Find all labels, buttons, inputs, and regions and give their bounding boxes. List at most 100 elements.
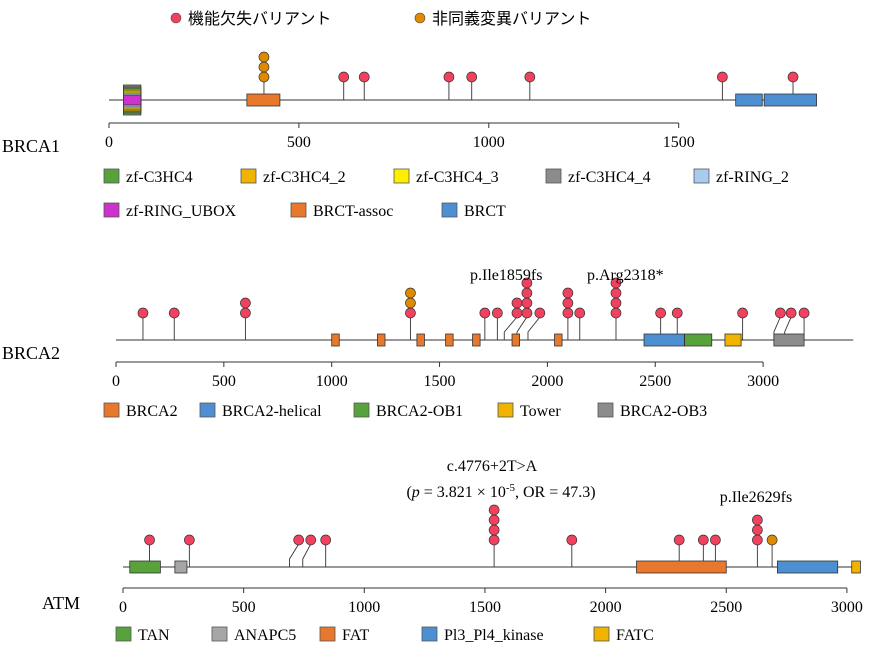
variant-head	[305, 534, 317, 546]
missense-legend-label: 非同義変異バリアント	[432, 9, 591, 28]
gene-name-atm: ATM	[42, 593, 80, 613]
domain-tower	[724, 333, 742, 347]
variant-head	[492, 307, 503, 319]
domain-brca2	[331, 333, 340, 347]
variant-head	[737, 307, 748, 319]
domain-brct-assoc	[246, 93, 281, 107]
legend-swatch	[545, 168, 562, 184]
variant-head	[488, 524, 500, 536]
legend-swatch	[103, 202, 120, 218]
legend-swatch	[115, 626, 132, 642]
axis-brca1: 0 500 1000 1500	[105, 122, 695, 151]
legend-label: zf-RING_UBOX	[126, 203, 237, 220]
axis-tick-label: 3000	[747, 373, 779, 390]
legend-swatch	[497, 402, 514, 418]
domain-brca2-ob3	[773, 333, 805, 347]
legend-swatch	[393, 168, 410, 184]
axis-tick-label: 1000	[473, 134, 505, 151]
legend-label: BRCA2-OB3	[620, 403, 707, 420]
variant-head	[610, 307, 622, 319]
axis-tick-label: 1000	[348, 599, 380, 616]
axis-tick-label: 2500	[710, 599, 742, 616]
domain-pi3_pi4_kinase	[777, 560, 839, 574]
variant-head	[673, 534, 685, 546]
annotation-label: p.Arg2318*	[587, 267, 664, 284]
legend-swatch	[353, 402, 370, 418]
variant-head	[240, 307, 251, 319]
legend-label: TAN	[138, 627, 170, 644]
axis-tick-label: 500	[232, 599, 256, 616]
gene-atm: ATM 0 500 1000 1500 2000 2500 3000 TAN ANAPC5 FAT P…	[42, 458, 863, 644]
variant-head	[610, 287, 622, 299]
domain-fatc	[851, 560, 861, 574]
variant-head	[338, 71, 350, 83]
variant-head	[405, 287, 416, 299]
variant-head	[405, 297, 416, 309]
legend-label: Pl3_Pl4_kinase	[444, 627, 544, 644]
variant-head	[534, 307, 546, 319]
variant-head	[443, 71, 455, 83]
variant-head	[610, 277, 622, 289]
variant-head	[168, 307, 180, 319]
legend-swatch	[240, 168, 257, 184]
annotation-label: c.4776+2T>A	[447, 458, 538, 475]
axis-tick-label: 500	[212, 373, 236, 390]
axis-brca2: 0 500 1000 1500 2000 2500 3000	[112, 361, 779, 390]
missense-legend-dot	[414, 12, 426, 24]
variant-head	[488, 514, 500, 526]
variant-head	[488, 504, 500, 516]
variant-head	[521, 277, 533, 289]
variant-head	[293, 534, 305, 546]
variant-head	[655, 307, 666, 319]
legend-swatch	[319, 626, 336, 642]
legend-swatch	[597, 402, 614, 418]
legend-swatch	[593, 626, 610, 642]
domain-brca2	[554, 333, 563, 347]
legend-label: FAT	[342, 627, 369, 644]
axis-atm: 0 500 1000 1500 2000 2500 3000	[119, 587, 863, 616]
legend-swatch	[199, 402, 216, 418]
variant-head	[258, 71, 270, 83]
legend-label: BRCA2-OB1	[376, 403, 463, 420]
variant-head	[717, 71, 728, 83]
domain-zf-ring_ubox	[123, 94, 142, 106]
gene-name-brca1: BRCA1	[2, 136, 60, 156]
variant-head	[137, 307, 149, 319]
axis-tick-label: 0	[112, 373, 120, 390]
variant-head	[566, 534, 578, 546]
variant-head	[710, 534, 721, 546]
variant-head	[488, 534, 500, 546]
legend-label: FATC	[616, 627, 654, 644]
variant-head	[258, 51, 270, 63]
variant-head	[562, 307, 574, 319]
variant-head	[240, 297, 251, 309]
lof-legend-label: 機能欠失バリアント	[188, 9, 331, 28]
axis-tick-label: 1000	[316, 373, 348, 390]
legend-label: zf-RING_2	[716, 169, 789, 186]
variant-head	[671, 307, 683, 319]
variant-head	[775, 307, 786, 319]
domain-brct	[763, 93, 817, 107]
domain-anapc5	[174, 560, 188, 574]
variant-head	[466, 71, 478, 83]
variant-head	[144, 534, 155, 546]
axis-tick-label: 0	[105, 134, 113, 151]
legend-swatch	[693, 168, 710, 184]
domain-tan	[129, 560, 161, 574]
variant-head	[258, 61, 270, 73]
variant-head	[479, 307, 491, 319]
legend-label: BRCA2	[126, 403, 178, 420]
variant-head	[320, 534, 332, 546]
annotation-label: (p = 3.821 × 10-5, OR = 47.3)	[406, 482, 595, 501]
variant-head	[521, 287, 533, 299]
gene-name-brca2: BRCA2	[2, 343, 60, 363]
legend-brca2: BRCA2 BRCA2-helical BRCA2-OB1 Tower BRCA2-OB…	[103, 402, 707, 420]
legend-swatch	[441, 202, 458, 218]
variant-stem	[503, 316, 518, 340]
variant-head	[511, 307, 523, 319]
variant-head	[785, 307, 797, 319]
axis-tick-label: 2500	[639, 373, 671, 390]
axis-tick-label: 1500	[424, 373, 456, 390]
annotation-label: p.Ile2629fs	[720, 489, 792, 506]
domain-brca2	[416, 333, 425, 347]
